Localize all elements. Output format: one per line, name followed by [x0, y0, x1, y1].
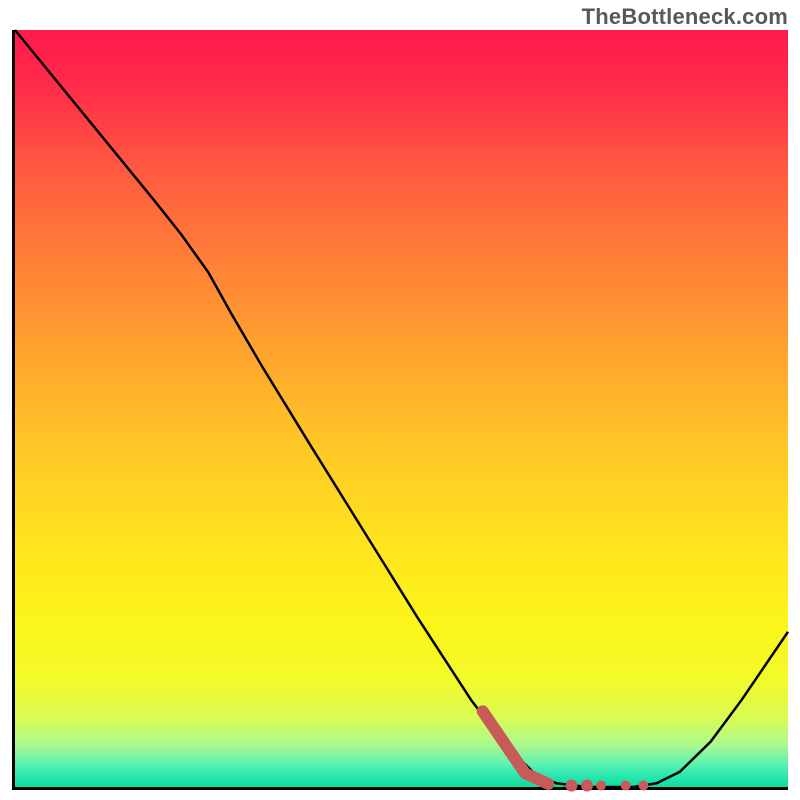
- curve-layer: [15, 30, 788, 787]
- accent-segment: [483, 711, 649, 791]
- watermark-text: TheBottleneck.com: [582, 4, 788, 30]
- bottleneck-curve: [15, 30, 788, 787]
- chart-container: [12, 30, 788, 790]
- plot-area: [12, 30, 788, 790]
